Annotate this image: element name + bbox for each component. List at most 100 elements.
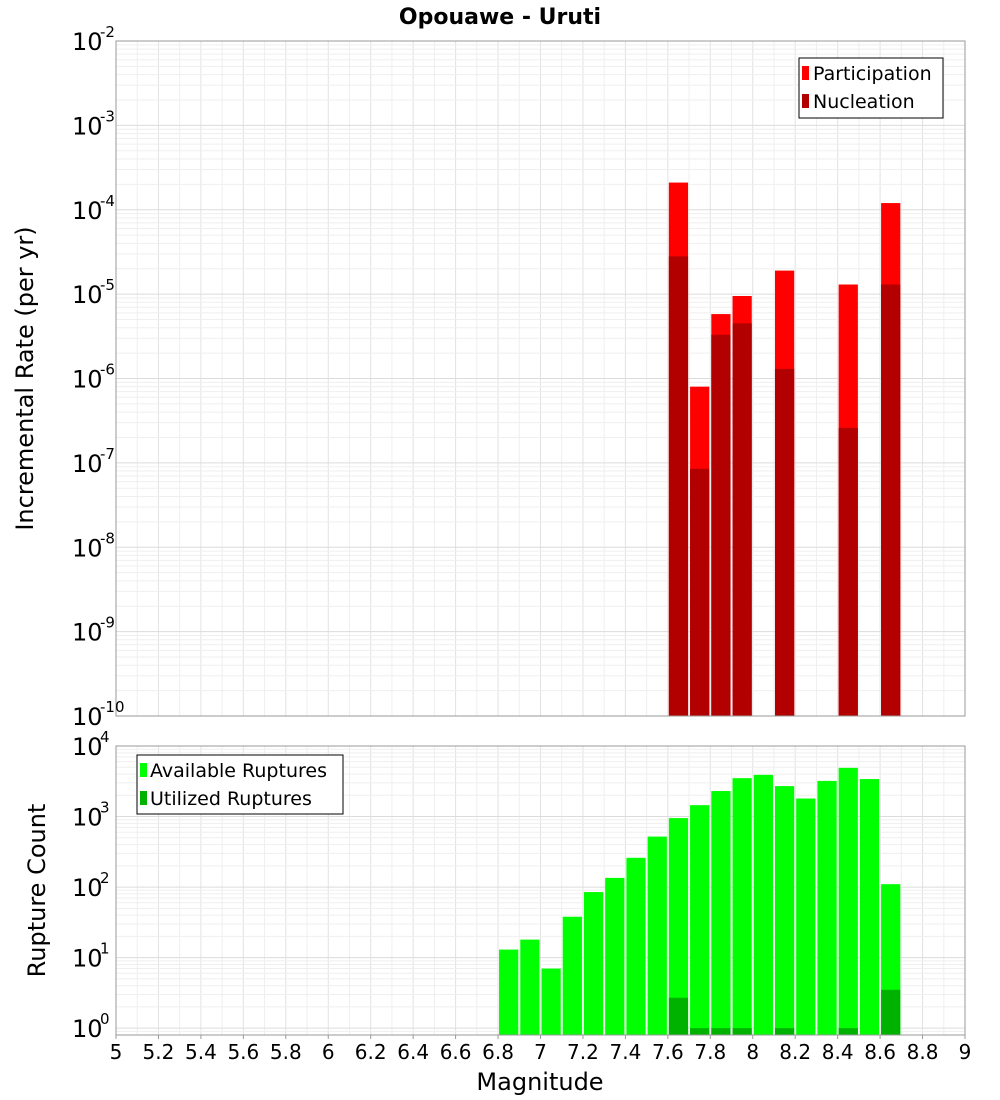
y-tick-exponent: 4 (100, 728, 110, 746)
y-tick-label: 10 (72, 112, 103, 140)
y-tick-label: 10 (72, 619, 103, 647)
y-tick-exponent: 1 (100, 940, 110, 958)
x-tick-label: 5.6 (227, 1040, 259, 1064)
available-ruptures-bar (838, 767, 858, 1035)
nucleation-bar (690, 468, 710, 716)
available-ruptures-bar (562, 916, 582, 1035)
x-tick-label: 5 (110, 1040, 123, 1064)
utilized-ruptures-bar (881, 989, 901, 1035)
top-gridlines (115, 40, 966, 717)
chart-title: Opouawe - Uruti (399, 5, 601, 30)
legend-swatch-participation (802, 66, 809, 80)
bottom-legend-box (136, 754, 344, 815)
top-plot-frame (115, 40, 966, 717)
available-ruptures-bar (583, 892, 604, 1035)
y-tick-exponent: -8 (100, 529, 115, 547)
x-tick-label: 7.2 (567, 1040, 599, 1064)
nucleation-bar (838, 427, 858, 716)
available-ruptures-bar (626, 857, 646, 1035)
y-tick-exponent: -2 (100, 23, 115, 41)
available-ruptures-bar (753, 774, 773, 1035)
x-tick-label: 9 (959, 1040, 972, 1064)
y-tick-exponent: 0 (100, 1010, 110, 1028)
x-tick-label: 7 (534, 1040, 547, 1064)
x-tick-label: 8.2 (779, 1040, 811, 1064)
y-tick-label: 10 (72, 874, 103, 902)
top-legend-box (798, 57, 944, 119)
utilized-ruptures-bar (732, 1028, 752, 1035)
legend-label-available-ruptures: Available Ruptures (150, 760, 327, 782)
x-tick-label: 8.6 (864, 1040, 896, 1064)
x-tick-label: 6 (322, 1040, 335, 1064)
legend-label-participation: Participation (813, 63, 932, 85)
y-tick-exponent: -10 (100, 698, 125, 716)
legend-swatch-utilized-ruptures (140, 791, 147, 805)
y-tick-exponent: 2 (100, 869, 110, 887)
utilized-ruptures-bar (690, 1028, 710, 1035)
x-tick-label: 5.2 (143, 1040, 175, 1064)
legend-label-utilized-ruptures: Utilized Ruptures (150, 788, 312, 810)
available-ruptures-bar (668, 818, 689, 1035)
available-ruptures-bar (520, 939, 540, 1035)
available-ruptures-bar (796, 798, 816, 1035)
top-legend: Participation Nucleation (798, 57, 944, 119)
y-tick-exponent: -4 (100, 192, 115, 210)
bottom-bars (499, 767, 901, 1035)
bottom-y-axis-label: Rupture Count (23, 804, 51, 978)
y-tick-label: 10 (72, 197, 103, 225)
top-y-axis-label: Incremental Rate (per yr) (11, 226, 39, 530)
y-tick-label: 10 (72, 804, 103, 832)
legend-swatch-nucleation (802, 94, 809, 108)
nucleation-bar (668, 256, 689, 716)
available-ruptures-bar (817, 780, 837, 1035)
y-tick-label: 10 (72, 281, 103, 309)
x-tick-label: 6.6 (440, 1040, 472, 1064)
nucleation-bar (881, 284, 901, 716)
x-tick-label: 5.8 (270, 1040, 302, 1064)
y-tick-exponent: -5 (100, 276, 115, 294)
x-tick-label: 7.8 (694, 1040, 726, 1064)
x-tick-label: 7.6 (652, 1040, 684, 1064)
x-tick-label: 6.4 (397, 1040, 429, 1064)
x-tick-label: 8 (746, 1040, 759, 1064)
x-tick-label: 6.2 (355, 1040, 387, 1064)
x-axis-label: Magnitude (476, 1068, 603, 1096)
available-ruptures-bar (711, 791, 731, 1035)
y-tick-exponent: -6 (100, 361, 115, 379)
x-tick-label: 8.4 (822, 1040, 854, 1064)
x-tick-label: 5.4 (185, 1040, 217, 1064)
utilized-ruptures-bar (774, 1028, 795, 1035)
y-tick-label: 10 (72, 703, 103, 731)
y-tick-exponent: 3 (100, 799, 110, 817)
y-tick-exponent: -7 (100, 445, 115, 463)
y-tick-label: 10 (72, 733, 103, 761)
utilized-ruptures-bar (668, 997, 689, 1035)
x-tick-labels: 5 5.2 5.4 5.6 5.8 6 6.2 6.4 6.6 6.8 7 7.2 7.4 7.6 7.8 8… (110, 1035, 972, 1064)
y-tick-exponent: -3 (100, 107, 115, 125)
x-tick-label: 7.4 (609, 1040, 641, 1064)
y-tick-label: 10 (72, 366, 103, 394)
available-ruptures-bar (859, 779, 880, 1035)
top-bars (668, 182, 901, 716)
utilized-ruptures-bar (711, 1028, 731, 1035)
nucleation-bar (711, 334, 731, 716)
legend-label-nucleation: Nucleation (813, 91, 915, 113)
y-tick-label: 10 (72, 1015, 103, 1043)
available-ruptures-bar (774, 786, 795, 1035)
available-ruptures-bar (605, 877, 625, 1035)
nucleation-bar (732, 323, 752, 716)
available-ruptures-bar (647, 836, 667, 1035)
y-tick-exponent: -9 (100, 614, 115, 632)
y-tick-label: 10 (72, 450, 103, 478)
utilized-ruptures-bar (838, 1028, 858, 1035)
x-tick-label: 6.8 (482, 1040, 514, 1064)
available-ruptures-bar (499, 949, 519, 1035)
available-ruptures-bar (541, 968, 561, 1035)
available-ruptures-bar (732, 778, 752, 1035)
y-tick-label: 10 (72, 28, 103, 56)
bottom-legend: Available Ruptures Utilized Ruptures (136, 754, 344, 815)
nucleation-bar (774, 368, 795, 716)
